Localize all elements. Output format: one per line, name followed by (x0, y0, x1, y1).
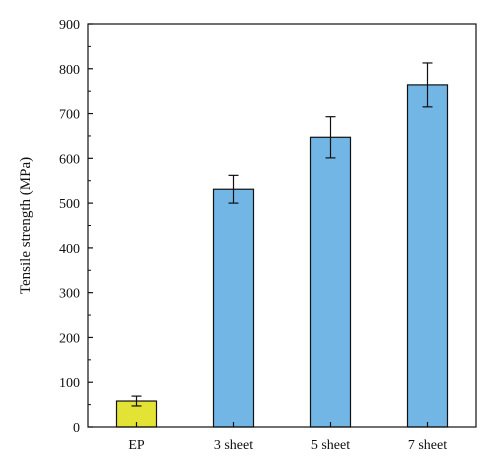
error-bar-5-sheet (325, 116, 336, 159)
x-tick-label: EP (128, 438, 145, 453)
error-bar-3-sheet (228, 174, 239, 204)
x-tick-label: 5 sheet (311, 438, 350, 453)
y-tick-label: 800 (59, 63, 80, 78)
x-tick-label: 3 sheet (214, 438, 253, 453)
y-tick-label: 300 (59, 287, 80, 302)
error-bars-layer (131, 62, 433, 407)
y-tick-label: 500 (59, 197, 80, 212)
y-tick-label: 0 (73, 421, 80, 436)
error-bar-7-sheet (422, 62, 433, 108)
y-axis-title: Tensile strength (MPa) (18, 157, 34, 294)
y-tick-label: 700 (59, 108, 80, 123)
bar-7-sheet (406, 84, 449, 428)
y-tick-label: 200 (59, 331, 80, 346)
bars-layer (115, 84, 449, 428)
y-tick-label: 100 (59, 376, 80, 391)
y-tick-label: 600 (59, 152, 80, 167)
bar-3-sheet (212, 188, 255, 428)
labels-layer: 0 100 200 300 400 500 600 700 800 900 EP 3 sheet 5 s… (18, 18, 447, 453)
y-tick-label: 400 (59, 242, 80, 257)
x-tick-label: 7 sheet (408, 438, 447, 453)
axes-layer (87, 23, 477, 428)
bar-5-sheet (309, 136, 352, 428)
y-tick-label: 900 (59, 18, 80, 33)
error-bar-ep (131, 395, 142, 407)
